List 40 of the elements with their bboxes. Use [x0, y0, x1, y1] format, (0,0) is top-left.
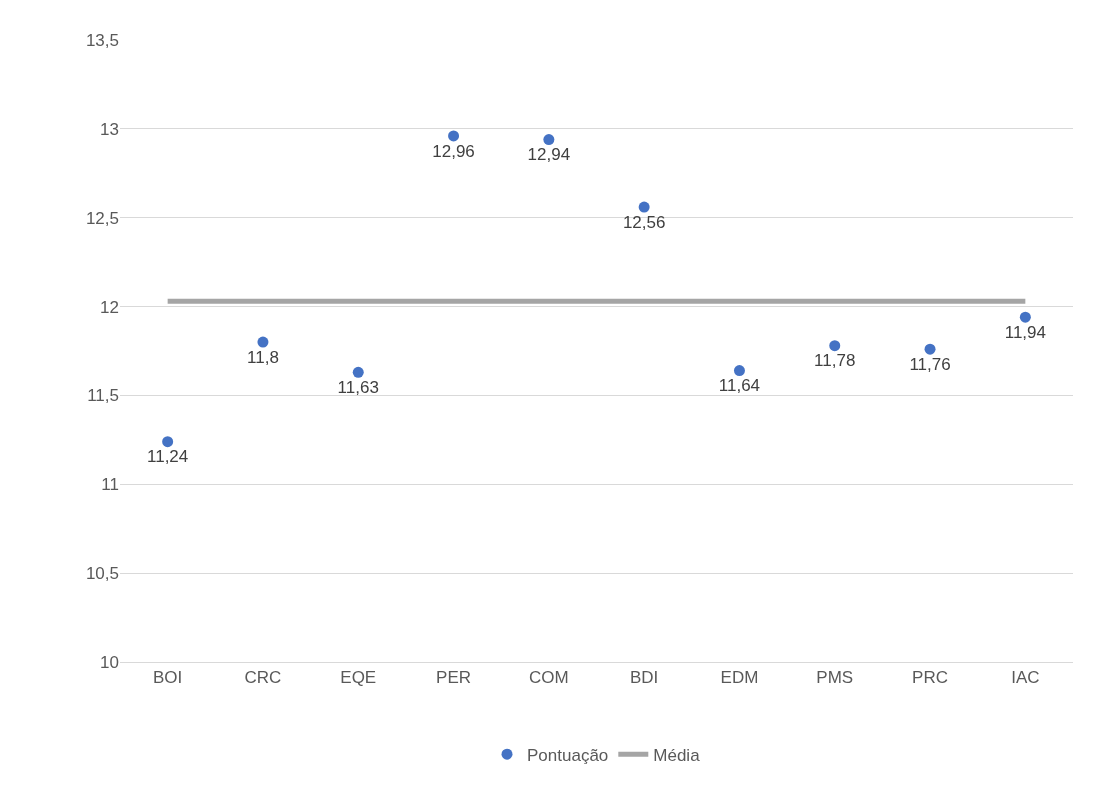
data-label: 12,56 [622, 212, 666, 232]
data-label: 11,76 [909, 354, 951, 374]
x-tick-label: PMS [816, 668, 854, 688]
legend-label: Pontuação [527, 745, 609, 765]
point [448, 130, 460, 142]
data-label: 12,94 [527, 145, 571, 165]
data-label: 11,64 [718, 376, 761, 396]
x-tick-label: PRC [912, 668, 948, 688]
x-tick-label: PER [436, 668, 472, 688]
y-tick-label: 12 [100, 297, 119, 317]
legend-label: Média [653, 745, 701, 765]
data-label: 12,96 [432, 141, 475, 161]
point [638, 201, 650, 213]
x-tick-label: EQE [340, 668, 377, 688]
data-label: 11,63 [337, 377, 379, 397]
x-tick-label: COM [529, 668, 569, 688]
y-tick-label: 12,5 [85, 208, 119, 228]
point [543, 134, 555, 146]
y-tick-label: 10,5 [85, 564, 119, 584]
x-tick-label: EDM [720, 668, 759, 688]
x-tick-label: CRC [244, 668, 282, 688]
point [352, 366, 364, 378]
x-tick-label: IAC [1011, 668, 1040, 688]
point [924, 343, 936, 355]
point [733, 365, 745, 377]
y-tick-label: 11,5 [87, 386, 119, 406]
y-tick-label: 13,5 [85, 30, 119, 50]
x-tick-label: BOI [153, 668, 183, 688]
point [1019, 311, 1031, 323]
x-tick-label: BDI [629, 668, 659, 688]
data-label: 11,94 [1004, 322, 1046, 342]
data-label: 11,8 [247, 347, 279, 367]
data-label: 11,78 [814, 351, 856, 371]
y-tick-label: 10 [100, 652, 119, 672]
y-tick-label: 13 [100, 119, 119, 139]
point [829, 340, 841, 352]
point [162, 436, 174, 448]
point [257, 336, 269, 348]
y-tick-label: 11 [101, 475, 119, 495]
data-label: 11,24 [147, 447, 189, 467]
